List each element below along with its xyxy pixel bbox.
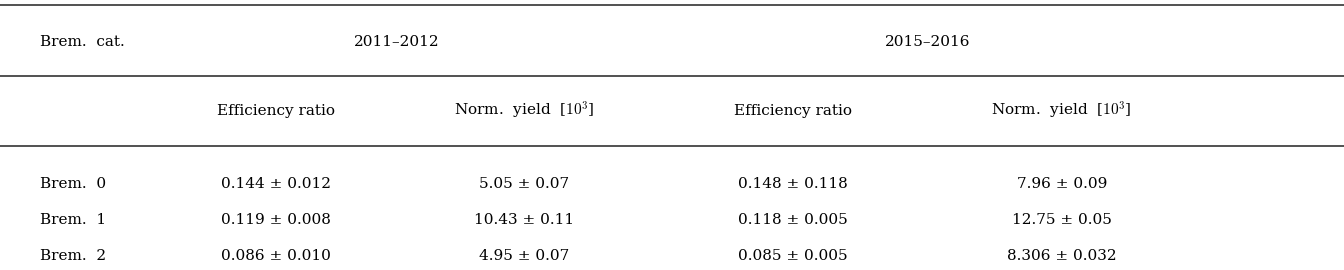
Text: 10.43 ± 0.11: 10.43 ± 0.11 [474,213,574,227]
Text: 5.05 ± 0.07: 5.05 ± 0.07 [478,177,570,191]
Text: Norm.  yield  [$10^3$]: Norm. yield [$10^3$] [454,100,594,121]
Text: 0.144 ± 0.012: 0.144 ± 0.012 [220,177,331,191]
Text: 12.75 ± 0.05: 12.75 ± 0.05 [1012,213,1111,227]
Text: 0.085 ± 0.005: 0.085 ± 0.005 [738,249,848,264]
Text: 0.086 ± 0.010: 0.086 ± 0.010 [220,249,331,264]
Text: 0.118 ± 0.005: 0.118 ± 0.005 [738,213,848,227]
Text: 4.95 ± 0.07: 4.95 ± 0.07 [478,249,570,264]
Text: Brem.  1: Brem. 1 [40,213,106,227]
Text: Brem.  2: Brem. 2 [40,249,106,264]
Text: Efficiency ratio: Efficiency ratio [216,104,335,118]
Text: 2011–2012: 2011–2012 [353,35,439,49]
Text: 8.306 ± 0.032: 8.306 ± 0.032 [1007,249,1117,264]
Text: 7.96 ± 0.09: 7.96 ± 0.09 [1016,177,1107,191]
Text: Efficiency ratio: Efficiency ratio [734,104,852,118]
Text: Brem.  cat.: Brem. cat. [40,35,125,49]
Text: 0.119 ± 0.008: 0.119 ± 0.008 [220,213,331,227]
Text: Norm.  yield  [$10^3$]: Norm. yield [$10^3$] [992,100,1132,121]
Text: 2015–2016: 2015–2016 [884,35,970,49]
Text: 0.148 ± 0.118: 0.148 ± 0.118 [738,177,848,191]
Text: Brem.  0: Brem. 0 [40,177,106,191]
